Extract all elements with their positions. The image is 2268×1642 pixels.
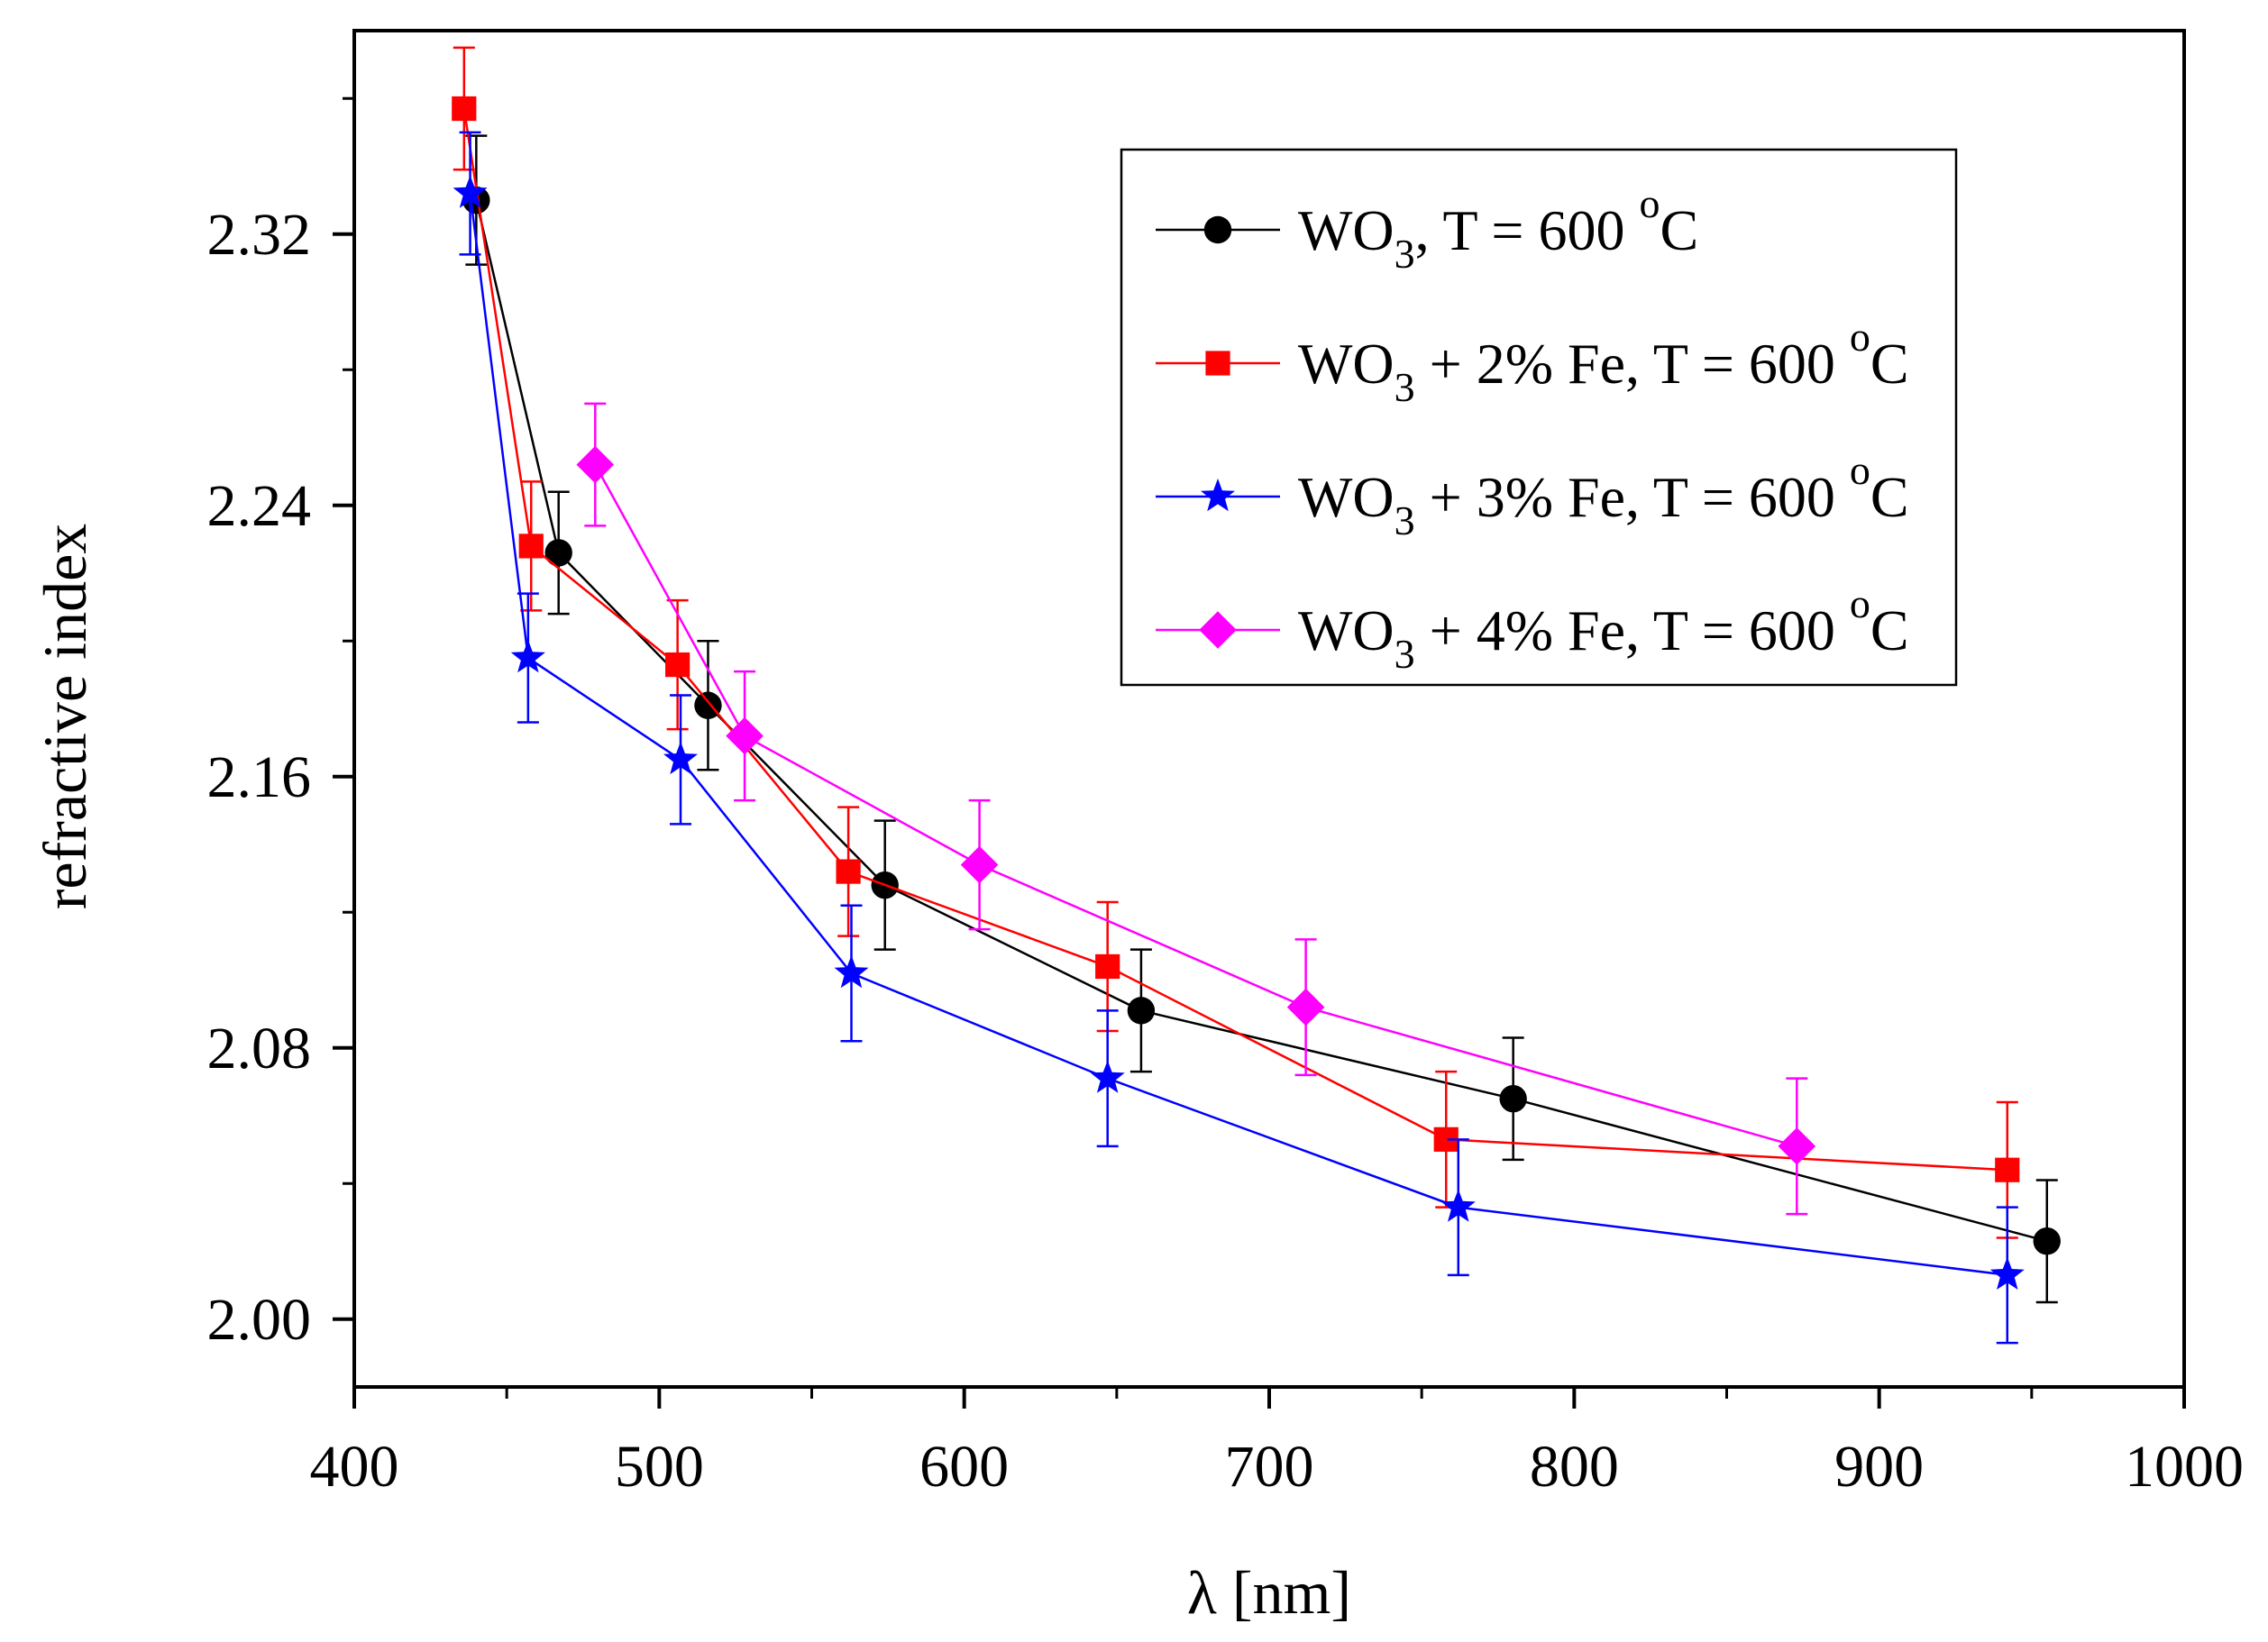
y-tick-label: 2.16 [207,744,312,810]
legend-entry-2: WO3 + 2% Fe, T = 600 oC [1156,314,1909,410]
legend-entry-1: WO3, T = 600 oC [1156,180,1698,277]
series-2 [452,46,2020,1239]
legend-label: WO3 + 2% Fe, T = 600 oC [1298,314,1909,410]
x-tick-label: 400 [310,1434,399,1500]
data-point [1127,997,1156,1025]
data-point [663,741,698,775]
data-point [452,96,477,122]
x-tick-label: 600 [919,1434,1009,1500]
legend-entry-3: WO3 + 3% Fe, T = 600 oC [1156,447,1909,543]
data-point [1286,988,1325,1026]
legend: WO3, T = 600 oC WO3 + 2% Fe, T = 600 oC WO… [1120,148,1958,687]
x-tick-label: 700 [1225,1434,1314,1500]
legend-label: WO3, T = 600 oC [1298,180,1698,277]
x-tick-label: 1000 [2125,1434,2244,1500]
data-point [1090,1060,1125,1093]
data-point [510,640,545,673]
data-point [960,845,999,884]
ticks-layer: 400 500 600 700 800 900 1000 2.00 2.08 2.16 2.24 2.… [207,96,2244,1500]
x-axis-label: λ [nm] [1187,1558,1351,1627]
legend-marker [1205,351,1230,376]
data-point [2033,1227,2061,1255]
data-point [834,955,869,989]
data-point [1095,953,1120,980]
data-point [453,175,488,208]
data-point [544,539,572,567]
data-point [836,859,861,884]
legend-marker [1203,215,1232,244]
legend-marker [1199,611,1237,649]
legend-marker [1201,479,1235,512]
data-point [1995,1157,2020,1182]
y-tick-label: 2.32 [207,202,312,268]
x-tick-label: 800 [1530,1434,1619,1500]
legend-label: WO3 + 4% Fe, T = 600 oC [1298,580,1909,677]
y-axis-label: refractive index [31,524,99,910]
x-tick-label: 500 [615,1434,704,1500]
legend-entry-4: WO3 + 4% Fe, T = 600 oC [1156,580,1909,677]
series-3 [453,131,2025,1345]
data-point [1989,1256,2025,1290]
y-tick-label: 2.08 [207,1016,312,1081]
data-point [1440,1189,1476,1222]
legend-box [1120,148,1958,687]
y-tick-label: 2.24 [207,473,312,539]
data-point [576,445,615,484]
y-tick-label: 2.00 [207,1287,312,1353]
data-point [518,534,544,559]
series-4 [576,402,1816,1216]
data-point [726,716,764,755]
series-layer [452,46,2061,1345]
data-point [694,691,722,719]
data-point [665,652,690,678]
data-point [1778,1127,1816,1165]
legend-label: WO3 + 3% Fe, T = 600 oC [1298,447,1909,543]
x-tick-label: 900 [1834,1434,1924,1500]
data-point [1499,1084,1527,1113]
